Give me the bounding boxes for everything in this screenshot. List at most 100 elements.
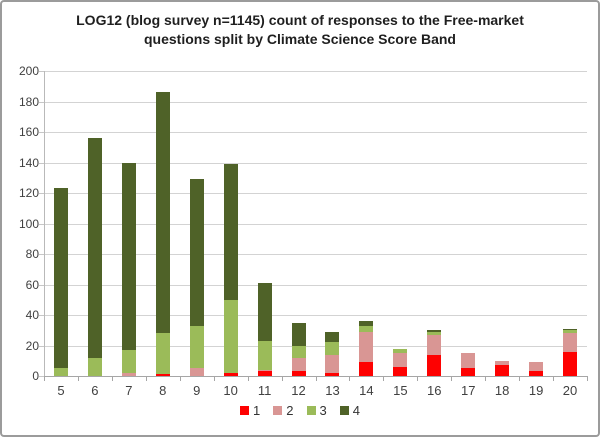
y-axis-label: 120 bbox=[18, 186, 39, 200]
bar-segment-band-4 bbox=[291, 322, 306, 346]
gridline bbox=[44, 193, 587, 194]
bar-segment-band-4 bbox=[121, 162, 136, 351]
y-axis-label: 180 bbox=[18, 94, 39, 109]
x-axis-label: 10 bbox=[223, 383, 238, 398]
y-axis-label: 40 bbox=[25, 308, 39, 322]
bar-segment-band-1 bbox=[461, 368, 476, 376]
bar-segment-band-3 bbox=[189, 325, 204, 369]
bar-segment-band-4 bbox=[257, 282, 272, 341]
x-axis-label: 12 bbox=[291, 383, 306, 398]
x-axis-line bbox=[44, 376, 588, 377]
y-axis-tick bbox=[39, 223, 44, 225]
chart-title-row: LOG12 (blog survey n=1145) count of resp… bbox=[2, 11, 598, 49]
bar-segment-band-3 bbox=[427, 331, 442, 335]
y-axis-label: 160 bbox=[18, 125, 39, 139]
x-axis-tick bbox=[77, 377, 79, 381]
bar-segment-band-4 bbox=[53, 188, 68, 369]
bar-segment-band-1 bbox=[291, 371, 306, 376]
legend-swatch-icon bbox=[273, 406, 283, 415]
gridline bbox=[44, 162, 587, 164]
legend-label: 3 bbox=[319, 403, 327, 418]
bar-segment-band-1 bbox=[257, 371, 272, 376]
y-axis-tick bbox=[39, 284, 44, 286]
legend-label: 1 bbox=[253, 403, 261, 418]
y-axis-tick bbox=[39, 71, 44, 72]
bar-segment-band-4 bbox=[427, 330, 442, 332]
bar-segment-band-1 bbox=[529, 371, 544, 376]
gridline bbox=[44, 101, 587, 103]
bar-segment-band-1 bbox=[495, 365, 510, 376]
bar-segment-band-2 bbox=[121, 372, 136, 376]
bar-segment-band-2 bbox=[189, 368, 204, 376]
bar-segment-band-2 bbox=[461, 353, 476, 369]
x-axis-label: 8 bbox=[159, 383, 167, 398]
x-axis-tick bbox=[383, 377, 385, 381]
x-axis-tick bbox=[485, 377, 487, 381]
bar-segment-band-3 bbox=[291, 345, 306, 358]
legend-item-band-2: 2 bbox=[273, 403, 294, 418]
legend-item-band-1: 1 bbox=[240, 403, 260, 418]
gridline bbox=[44, 223, 587, 225]
x-axis-tick bbox=[587, 377, 588, 381]
bar-segment-band-2 bbox=[257, 369, 272, 372]
x-axis-tick bbox=[417, 377, 419, 381]
bar-segment-band-1 bbox=[223, 372, 238, 376]
x-axis-tick bbox=[451, 377, 453, 381]
gridline bbox=[44, 71, 587, 72]
bar-segment-band-1 bbox=[393, 366, 408, 376]
bar-segment-band-4 bbox=[87, 138, 102, 358]
y-axis-label: 80 bbox=[25, 247, 39, 261]
x-axis-label: 9 bbox=[193, 383, 201, 398]
gridline bbox=[44, 345, 587, 347]
x-axis-tick bbox=[247, 377, 249, 381]
bar-segment-band-2 bbox=[325, 354, 340, 373]
x-axis-label: 19 bbox=[528, 383, 544, 398]
y-axis-label: 140 bbox=[18, 155, 39, 170]
y-axis-tick bbox=[39, 132, 44, 133]
y-axis-label: 200 bbox=[18, 64, 39, 78]
bar-segment-band-3 bbox=[87, 357, 102, 376]
chart-title: LOG12 (blog survey n=1145) count of resp… bbox=[76, 12, 524, 47]
bar-segment-band-3 bbox=[155, 333, 170, 375]
gridline bbox=[44, 254, 587, 255]
bar-segment-band-2 bbox=[495, 360, 510, 366]
bar-segment-band-3 bbox=[121, 350, 136, 373]
bar-segment-band-2 bbox=[563, 333, 578, 352]
y-axis-tick bbox=[39, 315, 44, 316]
x-axis-tick bbox=[111, 377, 113, 381]
x-axis-tick bbox=[349, 377, 351, 381]
x-axis-label: 11 bbox=[257, 383, 272, 398]
legend-item-band-4: 4 bbox=[339, 403, 360, 418]
bar-segment-band-2 bbox=[427, 334, 442, 355]
legend-swatch-icon bbox=[339, 406, 349, 415]
y-axis-label: 100 bbox=[18, 216, 39, 231]
bar-segment-band-1 bbox=[155, 374, 170, 376]
bar-segment-band-3 bbox=[359, 325, 374, 332]
x-axis-tick bbox=[145, 377, 147, 381]
y-axis-tick bbox=[39, 101, 44, 103]
x-axis-label: 20 bbox=[562, 383, 578, 398]
y-axis-label: 0 bbox=[32, 369, 39, 383]
x-axis-label: 7 bbox=[125, 383, 133, 398]
bar-segment-band-4 bbox=[359, 321, 374, 326]
x-axis-tick bbox=[179, 377, 181, 381]
y-axis-tick bbox=[39, 254, 44, 255]
bar-segment-band-4 bbox=[155, 92, 170, 334]
bar-segment-band-4 bbox=[563, 328, 578, 331]
gridline bbox=[44, 132, 587, 133]
y-axis-tick bbox=[39, 193, 44, 194]
x-axis-label: 6 bbox=[91, 383, 99, 398]
bar-segment-band-1 bbox=[325, 372, 340, 376]
bar-segment-band-2 bbox=[529, 362, 544, 372]
x-axis-tick bbox=[213, 377, 215, 381]
bar-segment-band-1 bbox=[563, 351, 578, 376]
y-axis-tick bbox=[39, 376, 44, 377]
bar-segment-band-1 bbox=[359, 362, 374, 376]
bar-segment-band-1 bbox=[427, 354, 442, 376]
y-axis-line bbox=[44, 71, 45, 376]
x-axis-tick bbox=[519, 377, 521, 381]
legend-item-band-3: 3 bbox=[306, 403, 327, 418]
bar-segment-band-4 bbox=[325, 331, 340, 343]
bar-segment-band-2 bbox=[393, 353, 408, 367]
bar-segment-band-4 bbox=[189, 179, 204, 326]
